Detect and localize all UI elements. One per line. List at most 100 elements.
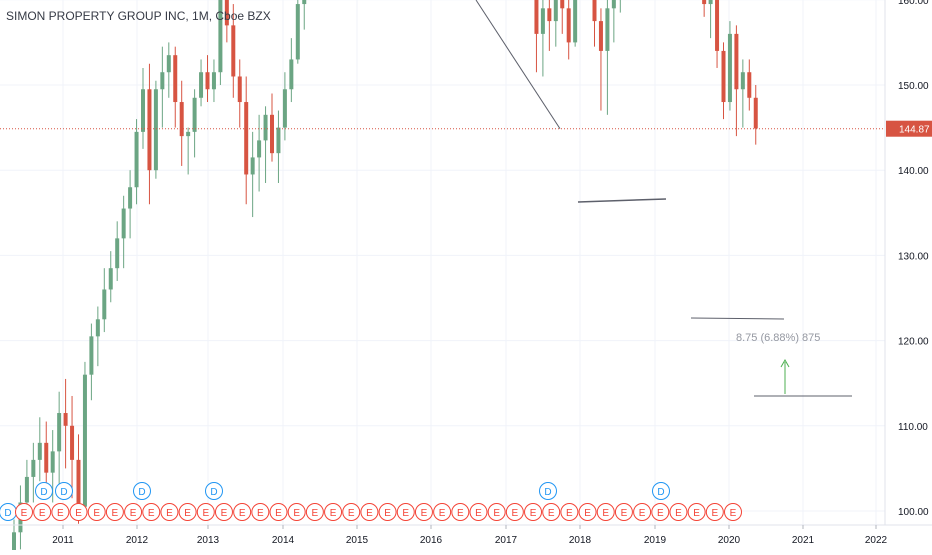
time-axis[interactable]: 2011 2012 2013 2014 2015 2016 2017 2018 2019 2020…: [0, 524, 932, 546]
earnings-marker: [287, 503, 306, 521]
candle-body: [747, 72, 752, 98]
candle-body: [708, 0, 713, 5]
candle: [160, 46, 165, 128]
support-line: [690, 317, 785, 320]
event-markers: D D D D D DD E E E E E E E E E E E E E E E E E E E E E E E E E E E E E E E E E…: [0, 482, 742, 521]
earnings-marker-label: E: [475, 508, 482, 519]
earnings-marker: [614, 503, 633, 521]
earnings-marker: [542, 503, 561, 521]
candle: [276, 110, 281, 183]
earnings-marker-label: E: [257, 508, 264, 519]
earnings-marker-label: E: [621, 508, 628, 519]
candle-body: [702, 0, 707, 5]
earnings-marker-label: E: [148, 508, 155, 519]
candle: [102, 268, 107, 333]
earnings-marker: [505, 503, 524, 521]
candle-body: [102, 289, 107, 320]
candle: [57, 391, 62, 486]
dividend-marker: [539, 482, 557, 500]
earnings-marker: [251, 503, 270, 521]
candle: [218, 0, 223, 85]
candle-body: [57, 413, 62, 452]
candle-body: [753, 97, 758, 129]
earnings-marker: [269, 503, 288, 521]
candle: [747, 59, 752, 111]
candle-body: [534, 0, 539, 34]
candle: [166, 42, 171, 98]
candle: [244, 76, 249, 205]
earnings-marker-label: E: [566, 508, 573, 519]
earnings-marker: [160, 503, 179, 521]
y-tick-label: 120.00: [898, 337, 929, 348]
candle: [147, 63, 152, 205]
earnings-marker-label: E: [402, 508, 409, 519]
earnings-marker-label: E: [348, 508, 355, 519]
price-axis[interactable]: 100.00 110.00 120.00 130.00 140.00 150.00 160.…: [884, 0, 932, 525]
candle-body: [37, 442, 42, 460]
candle: [282, 72, 287, 141]
candle-body: [89, 336, 94, 375]
dividend-marker-label: D: [138, 487, 145, 498]
earnings-marker-label: E: [421, 508, 428, 519]
dividend-marker: [35, 482, 53, 500]
candle-body: [257, 140, 262, 158]
earnings-marker-label: E: [639, 508, 646, 519]
earnings-marker: [124, 503, 143, 521]
candle-body: [553, 0, 558, 22]
candle-body: [24, 476, 29, 503]
candle: [605, 0, 610, 115]
candle: [540, 0, 545, 77]
x-tick-label: 2022: [865, 535, 888, 546]
earnings-marker-label: E: [366, 508, 373, 519]
candle-body: [540, 8, 545, 34]
candle: [37, 417, 42, 482]
earnings-marker-label: E: [330, 508, 337, 519]
dividend-marker: [205, 482, 223, 500]
candle: [740, 59, 745, 128]
trend-line: [475, 0, 561, 129]
dividend-marker: [55, 482, 73, 500]
x-tick-label: 2013: [197, 535, 220, 546]
y-tick-label: 140.00: [898, 166, 929, 177]
candle-body: [295, 4, 300, 60]
candle: [702, 0, 707, 17]
earnings-marker: [87, 503, 106, 521]
earnings-marker-label: E: [493, 508, 500, 519]
candle: [173, 46, 178, 128]
x-tick-label: 2018: [569, 535, 592, 546]
candle-body: [263, 114, 268, 141]
candle-body: [128, 187, 133, 209]
earnings-marker: [396, 503, 415, 521]
candle-body: [121, 208, 126, 239]
earnings-marker: [196, 503, 215, 521]
x-tick-label: 2012: [126, 535, 149, 546]
candle-body: [153, 89, 158, 171]
earnings-marker-label: E: [584, 508, 591, 519]
candle: [153, 80, 158, 179]
candle: [205, 55, 210, 103]
candle: [134, 119, 139, 205]
candle: [566, 0, 571, 60]
candle-body: [44, 442, 49, 473]
candle-body: [147, 89, 152, 171]
candle: [708, 0, 713, 39]
earnings-marker-label: E: [730, 508, 737, 519]
measure-annotation: 8.75 (6.88%) 875: [736, 332, 820, 344]
candle-body: [108, 268, 113, 290]
dividend-marker: [652, 482, 670, 500]
dividend-marker-label: D: [544, 487, 551, 498]
earnings-marker-label: E: [39, 508, 46, 519]
earnings-marker: [596, 503, 615, 521]
candle: [721, 42, 726, 120]
earnings-marker: [651, 503, 670, 521]
earnings-marker-label: E: [93, 508, 100, 519]
earnings-marker: [578, 503, 597, 521]
candle-body: [218, 0, 223, 73]
candle-body: [134, 131, 139, 188]
earnings-marker: [342, 503, 361, 521]
earnings-marker-label: E: [312, 508, 319, 519]
earnings-marker: [433, 503, 452, 521]
drawing-tools: 8.75 (6.88%) 875: [0, 0, 885, 397]
candle-body: [566, 8, 571, 43]
earnings-marker-label: E: [221, 508, 228, 519]
